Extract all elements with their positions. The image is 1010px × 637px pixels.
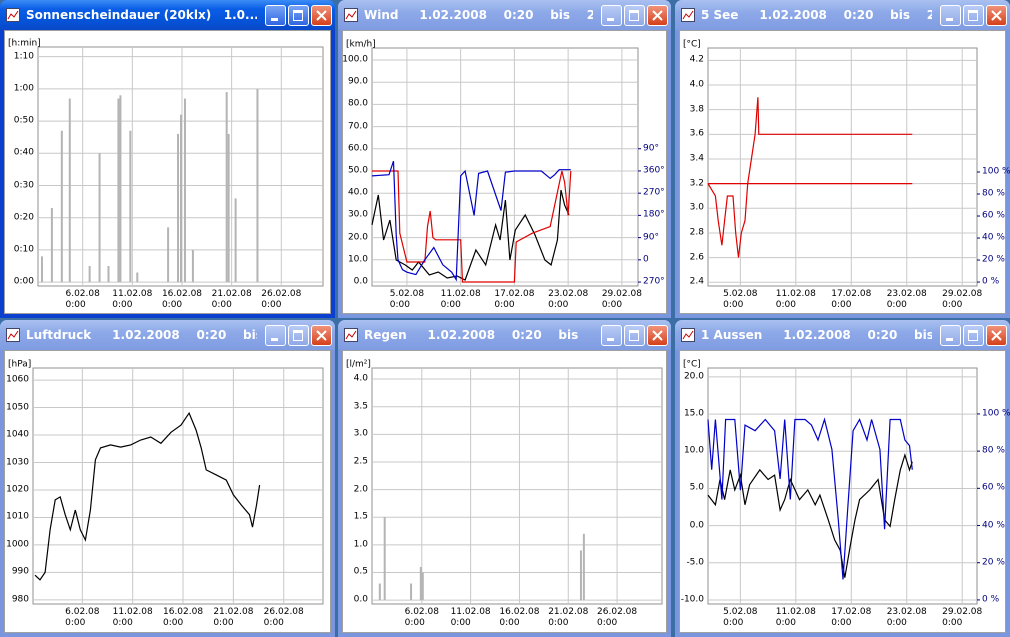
close-icon bbox=[316, 10, 327, 21]
close-button[interactable] bbox=[986, 5, 1007, 26]
title-bar[interactable]: 5 See 1.02.2008 0:20 bis 2... bbox=[675, 0, 1010, 30]
maximize-button[interactable] bbox=[624, 5, 645, 26]
maximize-button[interactable] bbox=[624, 325, 645, 346]
title-bar[interactable]: Wind 1.02.2008 0:20 bis 2... bbox=[338, 0, 671, 30]
client-area bbox=[679, 30, 1006, 314]
maximize-button[interactable] bbox=[288, 325, 309, 346]
maximize-button[interactable] bbox=[288, 5, 309, 26]
close-button[interactable] bbox=[647, 325, 668, 346]
window-icon bbox=[6, 328, 20, 342]
window[interactable]: Regen 1.02.2008 0:20 bis 2... bbox=[338, 320, 671, 637]
maximize-button[interactable] bbox=[963, 325, 984, 346]
close-button[interactable] bbox=[647, 5, 668, 26]
client-area bbox=[4, 30, 331, 314]
close-button[interactable] bbox=[986, 325, 1007, 346]
window[interactable]: 5 See 1.02.2008 0:20 bis 2... bbox=[675, 0, 1010, 318]
client-area bbox=[342, 350, 667, 633]
window-title: Wind 1.02.2008 0:20 bis 2... bbox=[364, 8, 593, 22]
client-area bbox=[342, 30, 667, 314]
maximize-button[interactable] bbox=[963, 5, 984, 26]
window-icon bbox=[681, 8, 695, 22]
close-icon bbox=[652, 10, 663, 21]
client-area bbox=[679, 350, 1006, 633]
window-icon bbox=[6, 8, 20, 22]
window-title: Regen 1.02.2008 0:20 bis 2... bbox=[364, 328, 593, 342]
window[interactable]: Luftdruck 1.02.2008 0:20 bis... bbox=[0, 320, 335, 637]
window-title: Sonnenscheindauer (20klx) 1.0... bbox=[26, 8, 257, 22]
window[interactable]: Sonnenscheindauer (20klx) 1.0... bbox=[0, 0, 335, 318]
close-icon bbox=[991, 330, 1002, 341]
minimize-button[interactable] bbox=[601, 5, 622, 26]
close-icon bbox=[991, 10, 1002, 21]
client-area bbox=[4, 350, 331, 633]
title-bar[interactable]: Luftdruck 1.02.2008 0:20 bis... bbox=[0, 320, 335, 350]
minimize-button[interactable] bbox=[940, 5, 961, 26]
title-bar[interactable]: Regen 1.02.2008 0:20 bis 2... bbox=[338, 320, 671, 350]
title-bar[interactable]: 1 Aussen 1.02.2008 0:20 bis... bbox=[675, 320, 1010, 350]
minimize-button[interactable] bbox=[265, 5, 286, 26]
minimize-button[interactable] bbox=[265, 325, 286, 346]
close-icon bbox=[652, 330, 663, 341]
window[interactable]: Wind 1.02.2008 0:20 bis 2... bbox=[338, 0, 671, 318]
close-button[interactable] bbox=[311, 5, 332, 26]
minimize-button[interactable] bbox=[940, 325, 961, 346]
window-icon bbox=[344, 8, 358, 22]
window-icon bbox=[344, 328, 358, 342]
close-icon bbox=[316, 330, 327, 341]
window[interactable]: 1 Aussen 1.02.2008 0:20 bis... bbox=[675, 320, 1010, 637]
window-title: 1 Aussen 1.02.2008 0:20 bis... bbox=[701, 328, 932, 342]
window-title: Luftdruck 1.02.2008 0:20 bis... bbox=[26, 328, 257, 342]
close-button[interactable] bbox=[311, 325, 332, 346]
title-bar[interactable]: Sonnenscheindauer (20klx) 1.0... bbox=[0, 0, 335, 30]
window-icon bbox=[681, 328, 695, 342]
minimize-button[interactable] bbox=[601, 325, 622, 346]
window-title: 5 See 1.02.2008 0:20 bis 2... bbox=[701, 8, 932, 22]
